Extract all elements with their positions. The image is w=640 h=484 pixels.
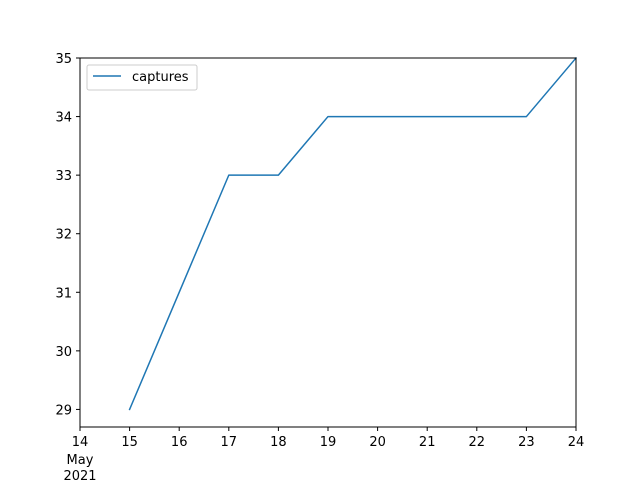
y-tick-label: 33 <box>55 169 72 184</box>
x-axis-year-label: 2021 <box>63 469 96 480</box>
x-tick-label: 22 <box>469 435 486 450</box>
y-tick-label: 30 <box>55 345 72 360</box>
series-line-captures <box>128 56 578 411</box>
x-tick-label: 17 <box>221 435 238 450</box>
legend-box <box>86 64 198 91</box>
x-tick-label: 18 <box>270 435 287 450</box>
y-axis-ticks: 29 30 31 32 33 34 35 <box>55 52 80 418</box>
y-tick-label: 31 <box>55 286 72 301</box>
x-tick-label: 20 <box>369 435 386 450</box>
y-tick-label: 35 <box>55 52 72 67</box>
x-tick-label: 21 <box>419 435 436 450</box>
x-axis-ticks: 14 15 16 17 18 19 20 21 22 23 24 <box>72 427 585 450</box>
y-tick-label: 32 <box>55 228 72 243</box>
x-tick-label: 15 <box>121 435 138 450</box>
legend: captures <box>86 64 198 91</box>
x-tick-label: 19 <box>320 435 337 450</box>
y-tick-label: 34 <box>55 111 72 126</box>
x-axis-month-label: May <box>67 453 94 468</box>
x-tick-label: 23 <box>518 435 535 450</box>
x-tick-label: 14 <box>72 435 89 450</box>
x-tick-label: 24 <box>568 435 585 450</box>
plot-frame <box>79 57 577 428</box>
legend-label-captures: captures <box>132 70 189 85</box>
x-tick-label: 16 <box>171 435 188 450</box>
y-tick-label: 29 <box>55 403 72 418</box>
series-layer <box>128 56 578 411</box>
